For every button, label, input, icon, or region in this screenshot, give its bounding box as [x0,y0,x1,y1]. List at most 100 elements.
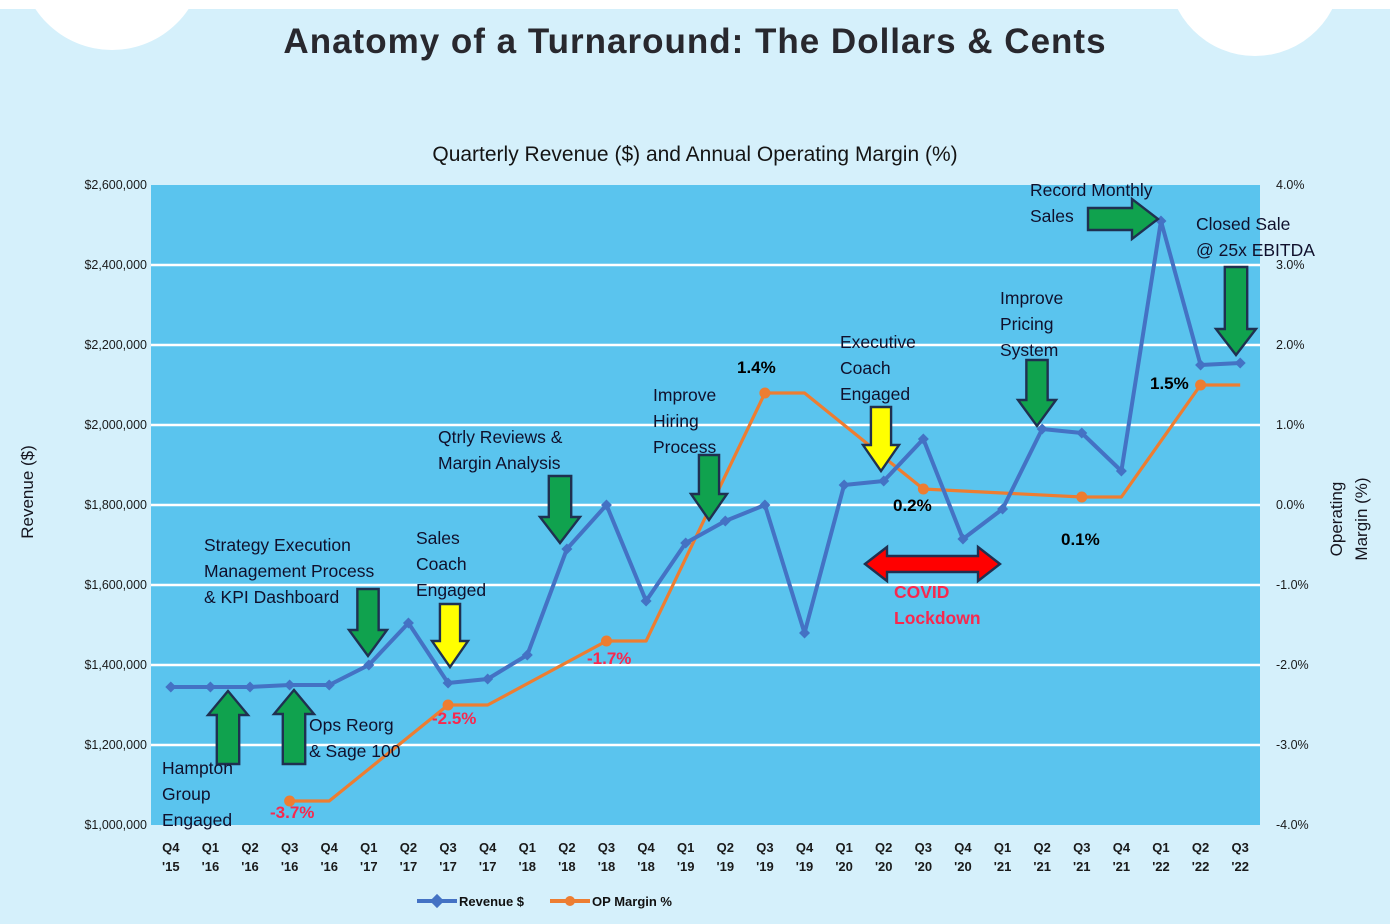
chart-legend: Revenue $ OP Margin % [417,893,672,909]
left-axis-tick-label: $1,600,000 [84,578,147,592]
x-axis-tick-label: Q4'20 [954,840,972,874]
top-white-strip [0,0,1390,9]
right-axis-tick-label: -2.0% [1276,658,1309,672]
x-axis-tick-label: Q4'21 [1113,840,1131,874]
op-margin-marker [917,483,929,495]
exec-coach-arrow-yellow-arrow-icon [860,405,902,474]
page-title: Anatomy of a Turnaround: The Dollars & C… [283,22,1107,61]
op-margin-marker [1195,379,1207,391]
x-axis-tick-label: Q2'21 [1033,840,1051,874]
x-axis-tick-label: Q4'19 [796,840,814,874]
revenue-marker [957,533,969,545]
op-margin-marker [284,795,296,807]
right-axis-tick-label: 2.0% [1276,338,1305,352]
strategy-arrow-green-arrow-icon [346,587,390,659]
x-axis-tick-label: Q4'18 [637,840,655,874]
chart-title: Quarterly Revenue ($) and Annual Operati… [432,143,958,166]
x-axis-tick-label: Q2'16 [241,840,259,874]
x-axis-tick-label: Q1'21 [994,840,1012,874]
x-axis-tick-label: Q2'22 [1192,840,1210,874]
revenue-marker [323,679,335,691]
right-axis-title-line2: Margin (%) [1352,477,1371,561]
closed-sale-arrow-green-arrow-icon [1213,265,1259,357]
left-axis-tick-label: $1,000,000 [84,818,147,832]
op-margin-marker [442,699,454,711]
x-axis-tick-label: Q3'22 [1231,840,1249,874]
left-axis-tick-label: $2,600,000 [84,178,147,192]
x-axis-tick-label: Q3'20 [915,840,933,874]
op-margin-marker [1076,491,1088,503]
revenue-marker [1234,357,1246,369]
revenue-marker [442,677,454,689]
revenue-marker [482,673,494,685]
x-axis-tick-label: Q1'20 [835,840,853,874]
x-axis-tick-label: Q3'19 [756,840,774,874]
left-axis-tick-label: $2,400,000 [84,258,147,272]
revenue-marker [799,627,811,639]
x-axis-tick-label: Q4'16 [320,840,338,874]
op-margin-line-swatch-icon [550,893,591,909]
op-margin-marker [759,387,771,399]
revenue-marker [917,433,929,445]
right-axis-tick-label: -1.0% [1276,578,1309,592]
hiring-arrow-green-arrow-icon [688,453,730,523]
revenue-marker [878,475,890,487]
x-axis-tick-label: Q2'17 [400,840,418,874]
x-axis-tick-label: Q3'21 [1073,840,1091,874]
x-axis-tick-label: Q1'19 [677,840,695,874]
x-axis-tick-label: Q4'17 [479,840,497,874]
x-axis-tick-label: Q2'18 [558,840,576,874]
left-axis-tick-label: $1,400,000 [84,658,147,672]
pricing-arrow-green-arrow-icon [1015,358,1059,429]
right-axis-title: Operating Margin (%) [1324,414,1374,624]
right-axis-tick-label: 3.0% [1276,258,1305,272]
legend-item-op-margin: OP Margin % [550,893,672,909]
revenue-marker [1115,465,1127,477]
left-axis-tick-label: $2,000,000 [84,418,147,432]
legend-label-op-margin: OP Margin % [592,893,672,909]
record-arrow-green-arrow-icon [1086,196,1160,242]
x-axis-tick-label: Q1'22 [1152,840,1170,874]
revenue-marker [204,681,216,693]
right-axis-tick-label: 1.0% [1276,418,1305,432]
revenue-marker [640,595,652,607]
right-axis-tick-label: 4.0% [1276,178,1305,192]
left-axis-title: Revenue ($) [18,445,37,539]
hampton-arrow-1-green-arrow-icon [205,689,251,766]
legend-item-revenue: Revenue $ [417,893,524,909]
qtrly-arrow-green-arrow-icon [537,474,583,545]
revenue-marker [838,479,850,491]
revenue-marker [680,537,692,549]
x-axis-tick-label: Q3'16 [281,840,299,874]
covid-arrow-red-arrow-icon [863,544,1002,584]
x-axis-tick-label: Q4'15 [162,840,180,874]
hampton-arrow-2-green-arrow-icon [271,688,317,766]
revenue-marker [600,499,612,511]
x-axis-tick-label: Q3'17 [439,840,457,874]
revenue-marker [402,617,414,629]
left-axis-tick-label: $1,800,000 [84,498,147,512]
x-axis-tick-label: Q1'18 [518,840,536,874]
revenue-marker [284,679,296,691]
revenue-marker [165,681,177,693]
revenue-marker [1076,427,1088,439]
right-axis-tick-label: 0.0% [1276,498,1305,512]
revenue-marker [759,499,771,511]
revenue-marker [997,503,1009,515]
revenue-marker [1036,423,1048,435]
left-axis-tick-label: $2,200,000 [84,338,147,352]
x-axis-tick-label: Q2'20 [875,840,893,874]
legend-label-revenue: Revenue $ [459,893,525,909]
x-axis-tick-label: Q2'19 [717,840,735,874]
x-axis-tick-label: Q1'16 [202,840,220,874]
revenue-marker [244,681,256,693]
right-axis-tick-label: -3.0% [1276,738,1309,752]
revenue-marker [363,659,375,671]
x-axis-tick-label: Q1'17 [360,840,378,874]
revenue-marker [561,543,573,555]
x-axis-tick-label: Q3'18 [598,840,616,874]
revenue-marker [521,649,533,661]
revenue-marker [1195,359,1207,371]
